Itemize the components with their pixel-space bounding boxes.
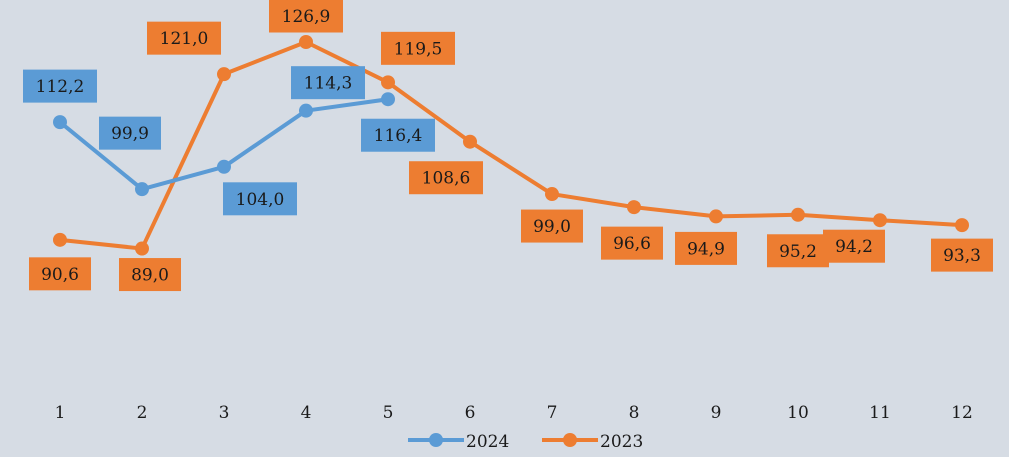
x-tick-label: 6 (465, 403, 476, 423)
data-label-2023-5: 119,5 (381, 31, 455, 65)
x-tick-label: 8 (629, 403, 640, 423)
legend-item-2024: 2024 (408, 432, 509, 452)
data-point-2024-3 (217, 159, 231, 174)
x-tick-label: 7 (547, 403, 558, 423)
data-label-2023-4: 126,9 (269, 0, 343, 33)
data-label-text: 104,0 (236, 190, 285, 210)
data-point-2023-8 (627, 200, 641, 215)
data-label-text: 121,0 (160, 29, 209, 49)
data-point-2023-5 (381, 75, 395, 90)
data-point-2023-1 (53, 232, 67, 247)
data-point-2024-1 (53, 115, 67, 130)
x-tick-label: 1 (55, 403, 66, 423)
data-point-2023-11 (873, 213, 887, 228)
data-label-2023-12: 93,3 (931, 238, 993, 272)
data-label-text: 112,2 (36, 77, 85, 97)
data-label-2023-8: 96,6 (601, 226, 663, 260)
x-tick-label: 4 (301, 403, 312, 423)
data-label-text: 99,9 (111, 124, 149, 144)
data-label-2024-4: 114,3 (291, 66, 365, 100)
data-label-2024-3: 104,0 (223, 182, 297, 216)
data-point-2023-10 (791, 207, 805, 222)
legend: 2024 2023 (408, 432, 643, 452)
data-label-2023-1: 90,6 (29, 257, 91, 291)
x-tick-label: 11 (869, 403, 891, 423)
data-label-2023-7: 99,0 (521, 209, 583, 243)
data-point-2023-12 (955, 218, 969, 233)
x-tick-label: 5 (383, 403, 394, 423)
data-point-2023-3 (217, 67, 231, 82)
data-label-2023-6: 108,6 (409, 161, 483, 195)
data-point-2023-9 (709, 209, 723, 224)
data-label-text: 119,5 (394, 39, 443, 59)
data-label-text: 99,0 (533, 217, 571, 237)
data-label-2023-11: 94,2 (823, 229, 885, 263)
plot-area (53, 35, 969, 256)
data-label-text: 90,6 (41, 265, 79, 285)
data-label-text: 116,4 (374, 126, 423, 146)
data-point-2024-2 (135, 182, 149, 197)
data-label-text: 95,2 (779, 242, 817, 262)
data-label-2024-5: 116,4 (361, 118, 435, 152)
x-tick-label: 3 (219, 403, 230, 423)
x-tick-label: 9 (711, 403, 722, 423)
data-point-2024-4 (299, 103, 313, 118)
data-point-2023-6 (463, 134, 477, 149)
data-label-text: 94,2 (835, 237, 873, 257)
data-label-text: 89,0 (131, 266, 169, 286)
x-tick-label: 10 (787, 403, 809, 423)
data-label-2023-9: 94,9 (675, 231, 737, 265)
data-point-2023-7 (545, 187, 559, 202)
data-point-2023-2 (135, 241, 149, 256)
x-tick-label: 2 (137, 403, 148, 423)
data-label-2023-3: 121,0 (147, 21, 221, 55)
data-label-2024-2: 99,9 (99, 116, 161, 150)
data-label-2024-1: 112,2 (23, 69, 97, 103)
data-label-text: 114,3 (304, 74, 353, 94)
data-label-text: 96,6 (613, 234, 651, 254)
legend-label: 2024 (466, 432, 509, 452)
data-labels: 112,2 99,9 104,0 114,3 116,4 90,6 89,0 121,0 126… (23, 0, 993, 292)
data-label-text: 93,3 (943, 246, 981, 266)
data-label-2023-2: 89,0 (119, 258, 181, 292)
legend-label: 2023 (600, 432, 643, 452)
x-axis-ticks: 1 2 3 4 5 6 7 8 9 10 11 12 (55, 403, 973, 423)
data-label-text: 126,9 (282, 7, 331, 27)
data-point-2024-5 (381, 92, 395, 107)
data-label-text: 94,9 (687, 239, 725, 259)
legend-item-2023: 2023 (542, 432, 643, 452)
x-tick-label: 12 (951, 403, 973, 423)
data-label-text: 108,6 (422, 169, 471, 189)
data-point-2023-4 (299, 35, 313, 49)
series-line-2023 (58, 40, 964, 251)
data-label-2023-10: 95,2 (767, 234, 829, 268)
